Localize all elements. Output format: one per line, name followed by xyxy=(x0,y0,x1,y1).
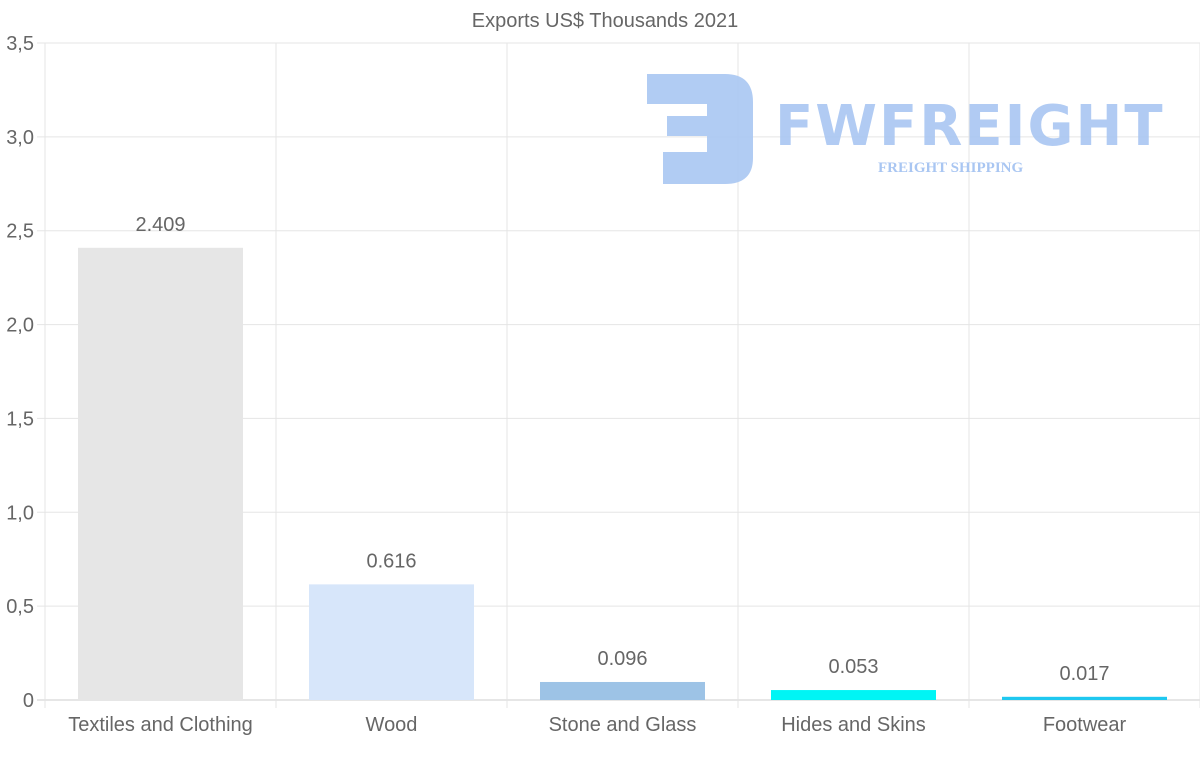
x-tick-label: Footwear xyxy=(1043,714,1127,736)
y-tick-label: 3,5 xyxy=(6,33,34,55)
y-tick-label: 3,0 xyxy=(6,127,34,149)
bar-footwear xyxy=(1002,696,1167,700)
chart-title: Exports US$ Thousands 2021 xyxy=(472,10,738,32)
x-tick-label: Wood xyxy=(366,714,418,736)
data-label: 0.616 xyxy=(366,550,416,572)
logo-tagline: FREIGHT SHIPPING xyxy=(878,160,1024,176)
y-tick-label: 2,0 xyxy=(6,315,34,337)
bar-stone-and-glass xyxy=(540,681,705,700)
bar-wood xyxy=(309,584,474,700)
y-tick-label: 2,5 xyxy=(6,221,34,243)
x-tick-label: Textiles and Clothing xyxy=(68,714,253,736)
y-tick-label: 0 xyxy=(23,690,34,712)
data-label: 0.053 xyxy=(828,656,878,678)
data-label: 0.017 xyxy=(1059,663,1109,685)
x-tick-label: Hides and Skins xyxy=(781,714,926,736)
fwfreight-watermark-logo: FWFREIGHT FREIGHT SHIPPING xyxy=(645,72,1163,192)
logo-wordmark: FWFREIGHT xyxy=(775,94,1165,159)
y-tick-label: 1,5 xyxy=(6,408,34,430)
x-tick-label: Stone and Glass xyxy=(549,714,697,736)
logo-mark-icon xyxy=(647,74,753,184)
y-tick-label: 0,5 xyxy=(6,596,34,618)
bar-textiles-and-clothing xyxy=(78,247,243,701)
y-tick-label: 1,0 xyxy=(6,502,34,524)
data-label: 0.096 xyxy=(597,648,647,670)
data-label: 2.409 xyxy=(135,214,185,236)
bar-hides-and-skins xyxy=(771,690,936,700)
